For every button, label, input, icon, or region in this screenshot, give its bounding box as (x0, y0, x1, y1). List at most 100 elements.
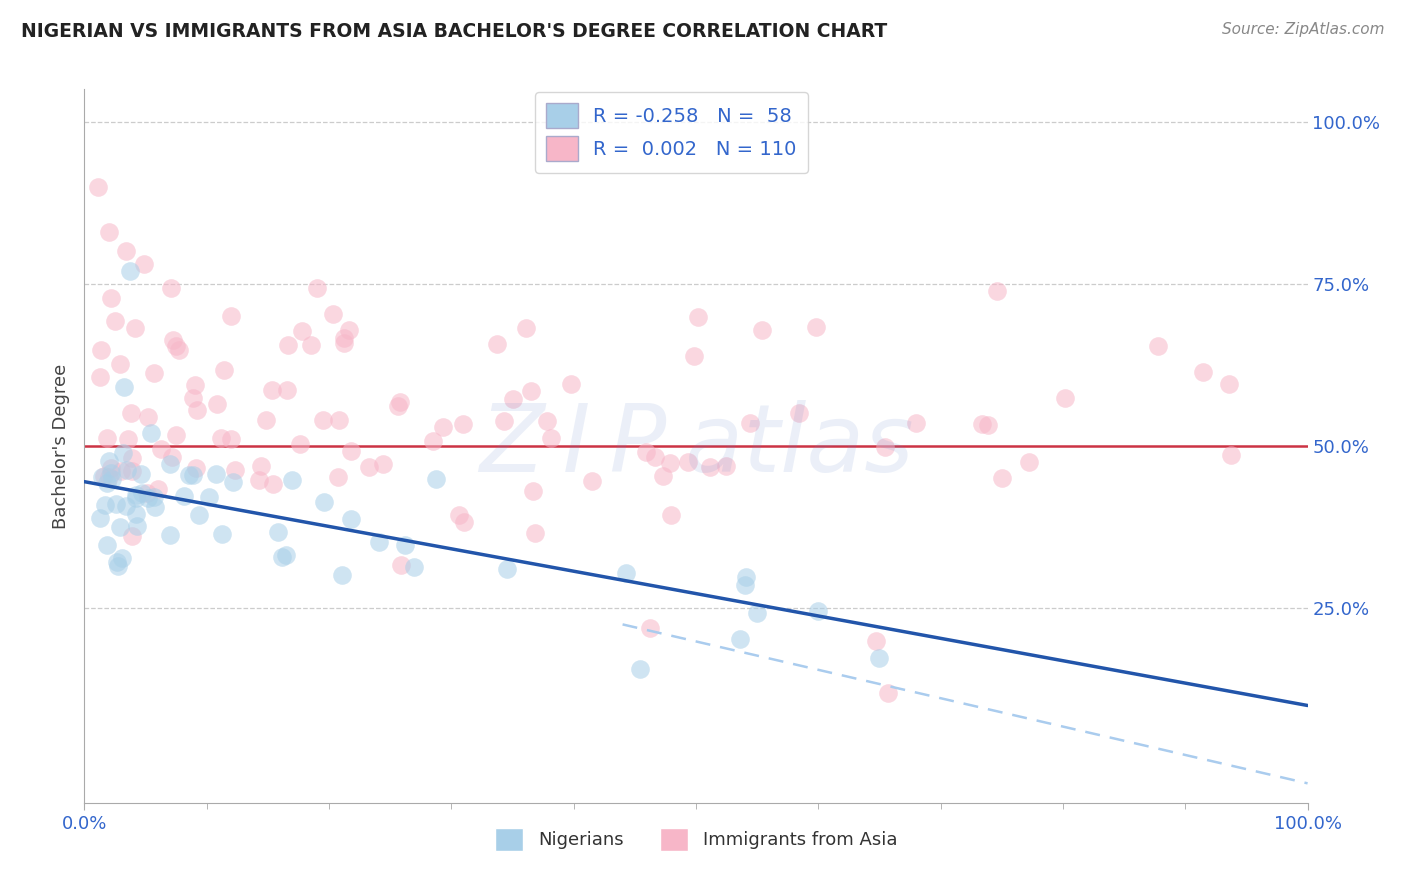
Point (373, 458, 395, 472)
Point (389, 558, 412, 573)
Point (877, 685, 900, 699)
Point (735, 570, 758, 584)
Point (115, 244, 138, 259)
Point (105, 497, 128, 511)
Point (659, 508, 682, 522)
Point (221, 475, 243, 489)
Point (89, 370, 111, 384)
Point (125, 491, 148, 505)
Point (198, 490, 221, 504)
Point (125, 518, 148, 533)
Point (209, 431, 232, 445)
Point (276, 383, 298, 397)
Point (333, 336, 356, 351)
Point (328, 413, 350, 427)
Point (652, 469, 675, 483)
Point (288, 436, 311, 450)
Point (676, 455, 699, 469)
Point (523, 525, 546, 540)
Point (108, 520, 131, 534)
Point (337, 323, 360, 337)
Point (94, 498, 117, 512)
Point (162, 450, 184, 465)
Point (107, 558, 129, 573)
Point (1192, 366, 1215, 380)
Point (540, 431, 562, 445)
Point (108, 357, 131, 371)
Point (219, 309, 242, 323)
Point (734, 578, 756, 592)
Point (105, 556, 128, 570)
Point (299, 338, 322, 352)
Point (307, 280, 329, 294)
Point (312, 412, 335, 426)
Point (394, 538, 416, 552)
Point (121, 529, 143, 543)
Point (807, 604, 830, 618)
Point (262, 476, 284, 491)
Point (143, 490, 166, 504)
Point (644, 450, 666, 464)
Point (138, 409, 160, 424)
Point (87, 179, 110, 194)
Point (181, 391, 204, 405)
Point (1147, 338, 1170, 352)
Point (177, 467, 200, 482)
Point (495, 562, 517, 576)
Point (250, 458, 273, 473)
Point (367, 535, 389, 549)
Point (186, 403, 208, 417)
Point (187, 508, 209, 523)
Point (333, 331, 356, 345)
Point (146, 482, 169, 496)
Point (162, 333, 184, 347)
Point (1218, 377, 1240, 392)
Point (340, 443, 363, 458)
Point (120, 406, 142, 420)
Point (89, 511, 111, 525)
Point (224, 463, 246, 477)
Point (97, 470, 120, 484)
Point (132, 257, 155, 271)
Point (254, 413, 277, 427)
Point (271, 550, 294, 565)
Point (402, 559, 425, 574)
Point (1054, 391, 1077, 405)
Point (98, 225, 121, 239)
Point (249, 473, 271, 487)
Point (389, 395, 412, 409)
Point (90, 470, 112, 484)
Point (274, 549, 297, 563)
Point (111, 550, 134, 565)
Point (165, 427, 187, 442)
Point (447, 508, 470, 522)
Point (359, 460, 381, 475)
Point (173, 489, 195, 503)
Point (714, 458, 737, 473)
Point (291, 324, 314, 338)
Point (425, 472, 447, 486)
Point (432, 419, 454, 434)
Point (321, 307, 343, 321)
Point (747, 607, 769, 621)
Point (110, 464, 132, 478)
Point (520, 384, 543, 398)
Point (492, 414, 515, 428)
Point (96, 431, 118, 445)
Point (149, 442, 172, 457)
Point (991, 471, 1014, 485)
Point (93, 469, 115, 483)
Point (121, 450, 143, 465)
Point (326, 470, 349, 484)
Point (865, 633, 887, 648)
Legend: Nigerians, Immigrants from Asia: Nigerians, Immigrants from Asia (488, 821, 904, 858)
Point (125, 507, 148, 521)
Point (970, 417, 993, 431)
Text: Z I P atlas: Z I P atlas (478, 401, 914, 491)
Point (686, 310, 709, 324)
Point (160, 281, 183, 295)
Point (658, 456, 681, 470)
Point (536, 414, 558, 428)
Point (112, 380, 135, 394)
Point (111, 446, 134, 460)
